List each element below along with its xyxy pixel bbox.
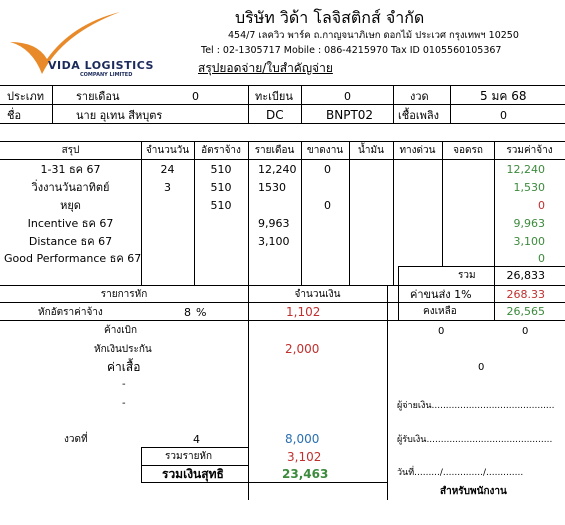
department: DC bbox=[266, 108, 284, 122]
extra-left-zero: 0 bbox=[438, 326, 445, 337]
extra-right-zero: 0 bbox=[522, 326, 529, 337]
logo-swoosh-icon bbox=[10, 12, 120, 74]
registration-label: ทะเบียน bbox=[255, 90, 293, 103]
col-header-days: จำนวนวัน bbox=[145, 145, 190, 156]
total-deduction-value: 3,102 bbox=[287, 450, 322, 464]
document-title: สรุปยอดจ่าย/ใบสำคัญจ่าย bbox=[198, 61, 333, 75]
col-header-fuel: น้ำมัน bbox=[358, 145, 384, 156]
net-total-value: 23,463 bbox=[282, 467, 329, 481]
shirt-label: ค่าเสื้อ bbox=[107, 360, 141, 374]
dash-2: - bbox=[122, 398, 126, 409]
percent-sign: % bbox=[196, 306, 207, 319]
dash-1: - bbox=[122, 379, 126, 390]
summary-row-rate: 510 bbox=[210, 163, 232, 176]
period-value: 5 มค 68 bbox=[480, 89, 527, 103]
summary-row-monthly: 3,100 bbox=[258, 235, 290, 248]
deduction-header-amount: จำนวนเงิน bbox=[294, 289, 341, 300]
summary-row-absent: 0 bbox=[324, 199, 331, 212]
balance-value: 26,565 bbox=[506, 305, 546, 318]
rate-deduction-label: หักอัตราค่าจ้าง bbox=[38, 307, 103, 318]
name-label: ชื่อ bbox=[7, 109, 22, 122]
summary-row-label: หยุด bbox=[60, 199, 81, 212]
summary-row-days: 3 bbox=[164, 181, 171, 194]
summary-row-label: 1-31 ธค 67 bbox=[40, 163, 101, 176]
col-header-monthly: รายเดือน bbox=[254, 145, 295, 156]
summary-row-total: 1,530 bbox=[513, 181, 546, 194]
total-deduction-label: รวมรายหัก bbox=[165, 451, 213, 462]
col-header-total: รวมค่าจ้าง bbox=[506, 145, 553, 156]
company-address: 454/7 เลควิว พาร์ค ถ.กาญจนาภิเษก ดอกไม้ … bbox=[228, 30, 519, 41]
rate-deduction-percent: 8 bbox=[184, 306, 191, 319]
summary-row-total: 3,100 bbox=[513, 235, 546, 248]
summary-row-total: 12,240 bbox=[506, 163, 546, 176]
col-header-rate: อัตราจ้าง bbox=[201, 145, 241, 156]
summary-row-label: Good Performance ธค 67 bbox=[4, 252, 142, 265]
installment-amount: 8,000 bbox=[285, 432, 320, 446]
summary-row-days: 24 bbox=[160, 163, 175, 176]
summary-row-label: Distance ธค 67 bbox=[28, 235, 113, 248]
summary-row-monthly: 9,963 bbox=[258, 217, 290, 230]
employee-name: นาย อุเทน สีหบุตร bbox=[76, 109, 163, 122]
balance-label: คงเหลือ bbox=[423, 306, 457, 317]
sum-label: รวม bbox=[458, 270, 476, 281]
summary-row-total: 0 bbox=[538, 199, 545, 212]
installment-number: 4 bbox=[193, 433, 200, 446]
registration-number: 0 bbox=[344, 90, 351, 103]
summary-row-label: วิ่งงานวันอาทิตย์ bbox=[31, 181, 110, 194]
fuel-label: เชื้อเพลิง bbox=[398, 109, 439, 122]
summary-row-label: Incentive ธค 67 bbox=[27, 217, 114, 230]
payer-signature-line: ผู้จ่ายเงิน.............................… bbox=[397, 401, 555, 411]
net-total-label: รวมเงินสุทธิ bbox=[162, 467, 224, 481]
rate-deduction-amount: 1,102 bbox=[286, 305, 321, 319]
type-number: 0 bbox=[192, 90, 199, 103]
summary-row-absent: 0 bbox=[324, 163, 331, 176]
logo-main-text: VIDA LOGISTICS bbox=[48, 59, 154, 72]
installment-label: งวดที่ bbox=[64, 434, 88, 445]
date-signature-line: วันที่........./............../.........… bbox=[397, 468, 524, 478]
deduction-header-item: รายการหัก bbox=[100, 289, 148, 300]
vehicle-plate: BNPT02 bbox=[326, 108, 374, 122]
fuel-value: 0 bbox=[500, 109, 507, 122]
owed-label: ค้างเบิก bbox=[104, 325, 138, 336]
summary-row-monthly: 12,240 bbox=[258, 163, 297, 176]
receiver-signature-line: ผู้รับเงิน..............................… bbox=[397, 435, 553, 445]
period-label: งวด bbox=[410, 90, 429, 103]
type-label: ประเภท bbox=[7, 90, 45, 103]
insurance-label: หักเงินประกัน bbox=[94, 344, 152, 355]
transport-fee-value: 268.33 bbox=[506, 288, 546, 301]
col-header-summary: สรุป bbox=[61, 145, 80, 156]
for-employee-label: สำหรับพนักงาน bbox=[440, 486, 507, 497]
col-header-toll: ทางด่วน bbox=[399, 145, 436, 156]
company-contact: Tel : 02-1305717 Mobile : 086-4215970 Ta… bbox=[201, 45, 502, 56]
summary-row-total: 0 bbox=[538, 252, 545, 265]
company-name: บริษัท วิด้า โลจิสติกส์ จำกัด bbox=[235, 8, 425, 27]
summary-row-rate: 510 bbox=[210, 181, 232, 194]
col-header-parking: จอดรถ bbox=[453, 145, 483, 156]
col-header-absent: ขาดงาน bbox=[306, 145, 344, 156]
sum-value: 26,833 bbox=[506, 269, 546, 282]
summary-row-monthly: 1530 bbox=[258, 181, 286, 194]
company-logo bbox=[2, 4, 152, 84]
type-value: รายเดือน bbox=[76, 90, 120, 103]
insurance-amount: 2,000 bbox=[285, 342, 320, 356]
extra-mid-zero: 0 bbox=[478, 362, 485, 373]
logo-sub-text: COMPANY LIMITED bbox=[80, 72, 133, 78]
summary-row-total: 9,963 bbox=[513, 217, 546, 230]
transport-fee-label: ค่าขนส่ง 1% bbox=[410, 288, 472, 301]
summary-row-rate: 510 bbox=[210, 199, 232, 212]
